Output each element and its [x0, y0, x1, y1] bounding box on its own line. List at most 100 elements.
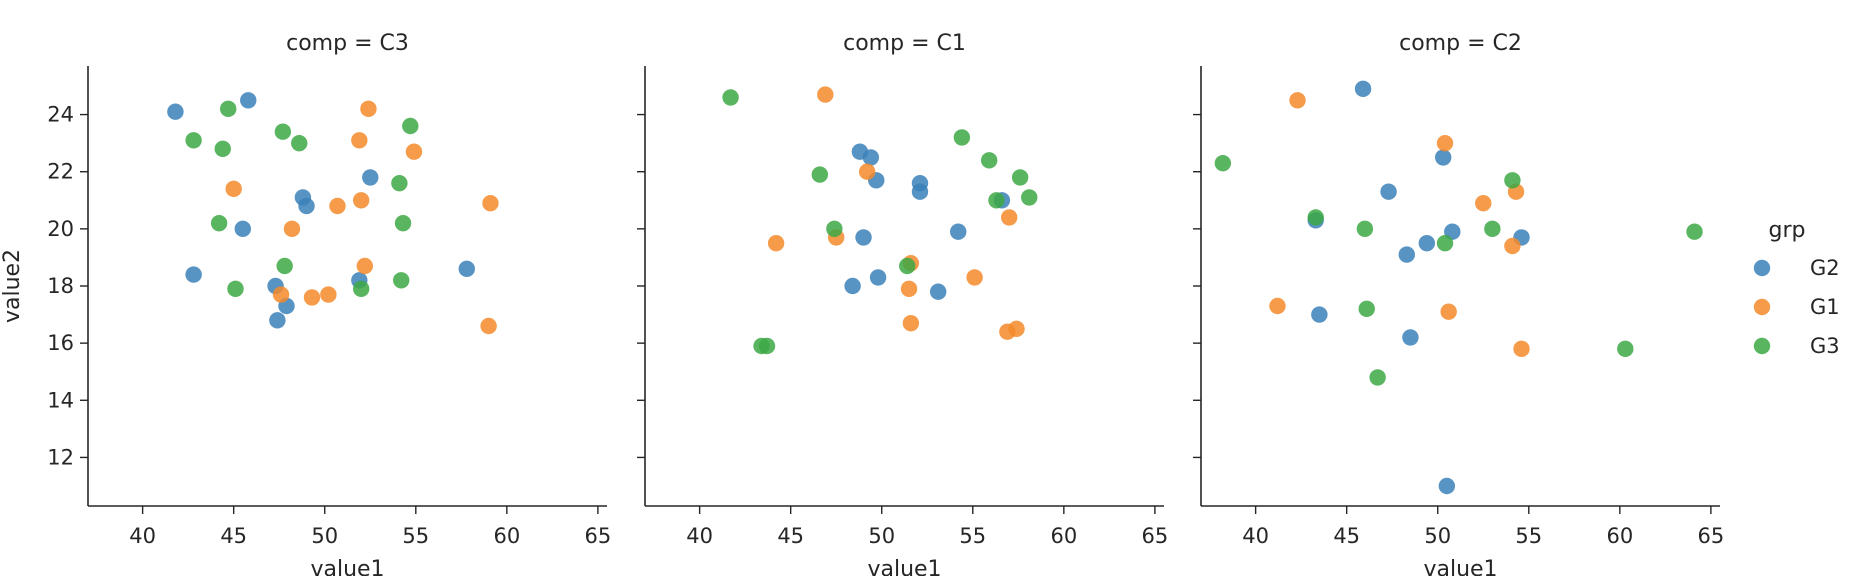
data-point-g1: [858, 163, 876, 180]
data-point-g1: [320, 286, 337, 303]
data-point-g1: [303, 289, 321, 306]
data-point-g2: [950, 223, 967, 240]
data-point-g3: [185, 132, 202, 149]
data-point-g3: [210, 214, 228, 232]
data-point-g3: [1356, 220, 1374, 238]
x-tick-label: 50: [311, 524, 338, 548]
data-point-g3: [722, 89, 739, 106]
data-point-g2: [1398, 246, 1415, 263]
data-point-g1: [1504, 237, 1521, 255]
x-tick-label: 45: [220, 524, 247, 548]
data-point-g2: [234, 220, 251, 238]
data-point-g1: [1289, 92, 1306, 109]
y-tick-label: 16: [47, 331, 74, 355]
facet-title: comp = C3: [286, 31, 409, 56]
data-point-g3: [1436, 234, 1454, 252]
data-point-g3: [227, 280, 244, 298]
data-point-g2: [167, 103, 184, 120]
data-point-g3: [1358, 300, 1375, 318]
data-point-g1: [900, 280, 918, 298]
data-point-g2: [269, 312, 286, 329]
legend-title: grp: [1769, 218, 1806, 243]
x-tick-label: 55: [1515, 524, 1542, 548]
data-point-g1: [1269, 297, 1286, 315]
data-point-g2: [240, 92, 257, 109]
data-point-g2: [1435, 149, 1452, 166]
y-tick-label: 18: [47, 274, 74, 298]
data-point-g3: [811, 166, 829, 183]
data-point-g2: [855, 229, 872, 246]
x-tick-label: 40: [686, 524, 713, 548]
y-tick-label: 12: [47, 445, 74, 469]
data-point-g3: [220, 100, 237, 118]
data-point-g2: [298, 197, 315, 215]
facet-title: comp = C1: [843, 31, 966, 56]
data-point-g1: [767, 234, 785, 252]
y-tick-label: 22: [47, 160, 74, 184]
data-point-g2: [1402, 329, 1419, 346]
data-point-g1: [902, 314, 920, 332]
data-point-g2: [1311, 306, 1328, 323]
y-tick-label: 14: [47, 388, 74, 412]
data-point-g3: [402, 117, 419, 135]
data-point-g1: [351, 132, 368, 149]
data-point-g3: [826, 220, 843, 238]
data-point-g2: [458, 260, 475, 278]
x-tick-label: 40: [129, 524, 156, 548]
data-point-g3: [1686, 223, 1703, 240]
data-point-g1: [272, 286, 290, 303]
data-point-g3: [276, 257, 293, 275]
data-point-g1: [329, 197, 346, 215]
data-point-g2: [929, 283, 947, 300]
data-point-g3: [1369, 369, 1386, 386]
data-point-g1: [966, 269, 983, 286]
legend-marker-g2: [1753, 259, 1771, 277]
data-point-g2: [1438, 477, 1456, 495]
legend-label-g3: G3: [1810, 334, 1840, 358]
data-point-g3: [1484, 220, 1501, 238]
y-axis-label: value2: [0, 249, 25, 323]
data-point-g3: [988, 192, 1005, 209]
data-point-g3: [394, 214, 412, 232]
x-tick-label: 60: [1050, 524, 1077, 548]
data-point-g3: [980, 152, 998, 169]
x-tick-label: 55: [959, 524, 986, 548]
x-axis-label: value1: [1423, 557, 1497, 576]
data-point-g2: [185, 266, 202, 283]
data-point-g3: [274, 123, 292, 140]
data-point-g1: [1440, 303, 1457, 320]
data-point-g1: [1513, 340, 1530, 358]
data-point-g1: [817, 86, 834, 103]
legend-label-g1: G1: [1810, 295, 1840, 319]
data-point-g1: [356, 257, 373, 275]
data-point-g3: [1214, 154, 1232, 172]
data-point-g3: [758, 337, 776, 355]
data-point-g3: [393, 272, 410, 289]
data-point-g3: [1504, 172, 1521, 189]
facet-title: comp = C2: [1399, 31, 1522, 56]
data-point-g2: [844, 277, 861, 295]
x-tick-label: 65: [1142, 524, 1169, 548]
data-point-g1: [1008, 320, 1025, 338]
x-tick-label: 60: [1606, 524, 1633, 548]
data-point-g1: [482, 194, 499, 212]
data-point-g3: [352, 280, 370, 298]
data-point-g3: [214, 140, 231, 158]
x-tick-label: 45: [1333, 524, 1360, 548]
data-point-g2: [362, 169, 379, 186]
data-point-g1: [405, 143, 423, 160]
data-point-g1: [1475, 194, 1492, 212]
data-point-g1: [283, 220, 301, 238]
x-tick-label: 50: [1424, 524, 1451, 548]
data-point-g3: [1021, 189, 1038, 206]
data-point-g1: [1001, 209, 1018, 226]
data-point-g2: [1418, 234, 1436, 252]
data-point-g1: [352, 192, 370, 209]
data-point-g2: [1380, 183, 1397, 200]
x-tick-label: 55: [402, 524, 429, 548]
data-point-g2: [1354, 80, 1372, 98]
x-tick-label: 40: [1242, 524, 1269, 548]
x-axis-label: value1: [867, 557, 941, 576]
